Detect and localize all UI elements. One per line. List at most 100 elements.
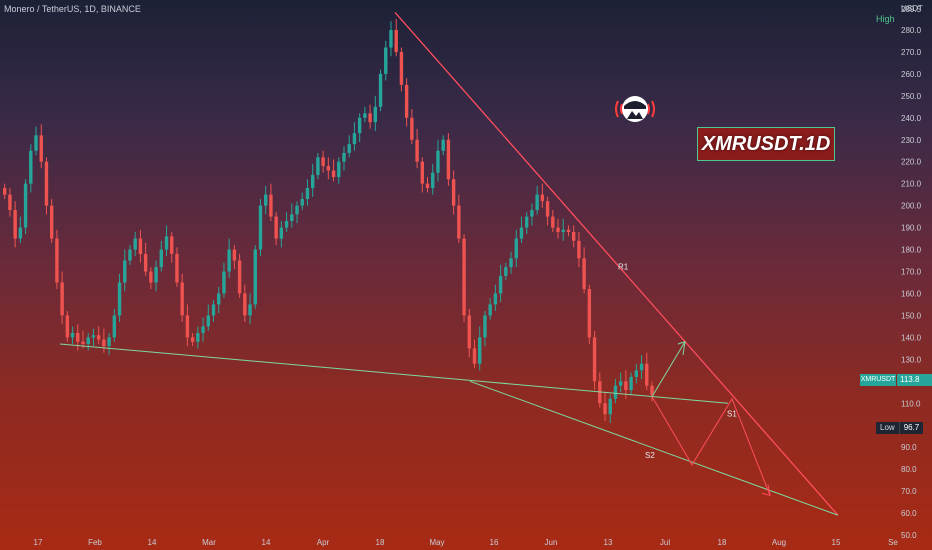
candle-body	[211, 304, 216, 316]
y-tick-label: 50.0	[901, 531, 917, 540]
candle-body	[618, 381, 623, 386]
candle-body	[91, 335, 96, 338]
candle-body	[29, 150, 33, 184]
candle-body	[504, 267, 508, 276]
y-tick-label: 70.0	[901, 487, 917, 496]
candle-body	[525, 216, 529, 228]
candle-body	[170, 236, 174, 254]
x-tick-label: May	[429, 538, 444, 547]
candle-body	[243, 293, 247, 316]
y-tick-label: 170.0	[901, 268, 922, 277]
x-tick-label: Aug	[772, 538, 786, 547]
candle-body	[217, 293, 221, 305]
candle-body	[23, 183, 28, 228]
candle-body	[143, 253, 148, 272]
candle-body	[650, 385, 654, 395]
y-tick-label: 90.0	[901, 443, 917, 452]
candle-body	[18, 227, 23, 239]
candle-body	[76, 332, 80, 342]
candle-body	[321, 157, 325, 167]
y-tick-label: 280.0	[901, 26, 922, 35]
candle-body	[451, 179, 456, 206]
candle-body	[352, 133, 357, 145]
candle-body	[227, 249, 231, 272]
support-line-s1	[59, 343, 729, 404]
candle-body	[363, 113, 367, 118]
candle-body	[420, 161, 424, 184]
candle-body	[571, 231, 576, 241]
candle-body	[389, 29, 393, 48]
y-tick-label: 180.0	[901, 246, 922, 255]
candle-body	[44, 161, 49, 206]
candle-body	[431, 172, 435, 189]
candle-body	[556, 227, 560, 232]
candle-body	[175, 253, 179, 283]
trend-line-label: S1	[727, 409, 737, 418]
candle-body	[39, 135, 43, 162]
x-tick-label: 14	[148, 538, 157, 547]
low-label: Low	[876, 422, 899, 434]
candle-body	[394, 29, 398, 52]
candle-body	[608, 398, 612, 415]
candle-body	[410, 117, 414, 140]
candle-body	[149, 271, 153, 283]
x-tick-label: 18	[376, 538, 385, 547]
y-tick-label: 210.0	[901, 180, 922, 189]
candle-body	[107, 337, 111, 347]
x-tick-label: Se	[888, 538, 898, 547]
y-tick-label: 80.0	[901, 465, 917, 474]
candle-body	[102, 339, 106, 347]
candle-body	[645, 363, 649, 386]
symbol-title: Monero / TetherUS, 1D, BINANCE	[4, 4, 141, 14]
candle-body	[457, 205, 461, 239]
candle-body	[545, 201, 550, 217]
candle-body	[190, 337, 195, 342]
candle-body	[284, 220, 289, 228]
candle-body	[478, 337, 482, 364]
candle-body	[117, 282, 122, 316]
candle-body	[342, 152, 346, 162]
candle-body	[357, 117, 362, 134]
y-tick-label: 110.0	[901, 399, 921, 408]
candle-body	[180, 282, 184, 316]
trend-line-label: S2	[645, 451, 655, 460]
y-tick-label: 60.0	[901, 509, 917, 518]
candle-body	[201, 326, 205, 333]
candle-body	[577, 240, 581, 259]
y-tick-label: 140.0	[901, 333, 922, 342]
candle-body	[566, 229, 571, 232]
candle-body	[493, 293, 498, 305]
candle-body	[368, 113, 372, 123]
publisher-logo-icon	[612, 92, 658, 131]
candle-body	[49, 205, 54, 239]
candle-body	[310, 174, 315, 189]
candle-body	[425, 183, 430, 189]
ticker-badge: XMRUSDT.1D	[697, 127, 835, 161]
arrowhead-up-icon	[677, 341, 686, 356]
current-symbol-tag: XMRUSDT	[860, 374, 896, 386]
current-price-tag: 113.8	[897, 374, 932, 386]
candle-body	[592, 337, 597, 382]
candle-body	[624, 381, 628, 391]
candle-body	[561, 229, 565, 232]
support-line-s2	[469, 380, 839, 516]
candle-body	[551, 216, 555, 228]
x-tick-label: Apr	[317, 538, 330, 547]
candle-body	[483, 315, 487, 338]
candle-body	[326, 166, 331, 171]
projection-up-arrow	[651, 341, 686, 397]
candle-body	[253, 249, 257, 305]
candle-body	[279, 227, 284, 239]
candle-body	[86, 337, 90, 344]
candle-body	[138, 238, 143, 254]
candle-body	[300, 199, 304, 206]
candle-body	[13, 210, 17, 239]
x-tick-label: 18	[718, 538, 727, 547]
candle-body	[373, 106, 378, 123]
candle-body	[60, 282, 64, 316]
candle-body	[639, 363, 644, 371]
candle-body	[587, 289, 592, 338]
candle-body	[264, 194, 268, 206]
candle-body	[159, 249, 163, 268]
